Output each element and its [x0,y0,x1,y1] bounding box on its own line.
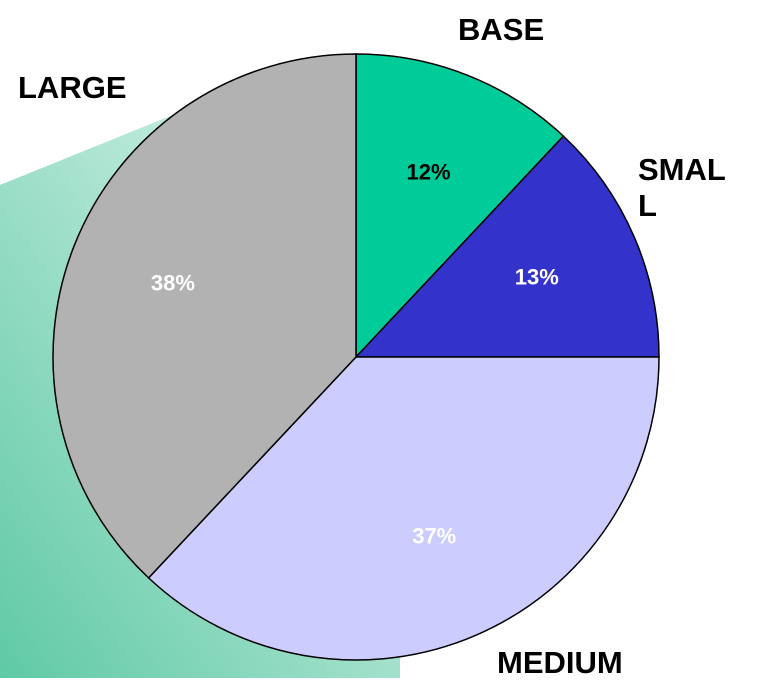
value-label: 37% [412,524,456,549]
category-label: MEDIUM [497,645,623,680]
category-label: LARGE [18,70,127,105]
category-label: SMALL [638,152,726,223]
pie-slice [354,135,660,358]
value-label: 13% [515,265,559,290]
pie-slice [355,53,565,359]
value-label: 38% [151,270,195,295]
pie [52,53,660,661]
pie-slice [147,356,660,661]
value-label: 12% [406,160,450,185]
pie-slice [52,53,357,579]
category-label: BASE [458,12,545,47]
